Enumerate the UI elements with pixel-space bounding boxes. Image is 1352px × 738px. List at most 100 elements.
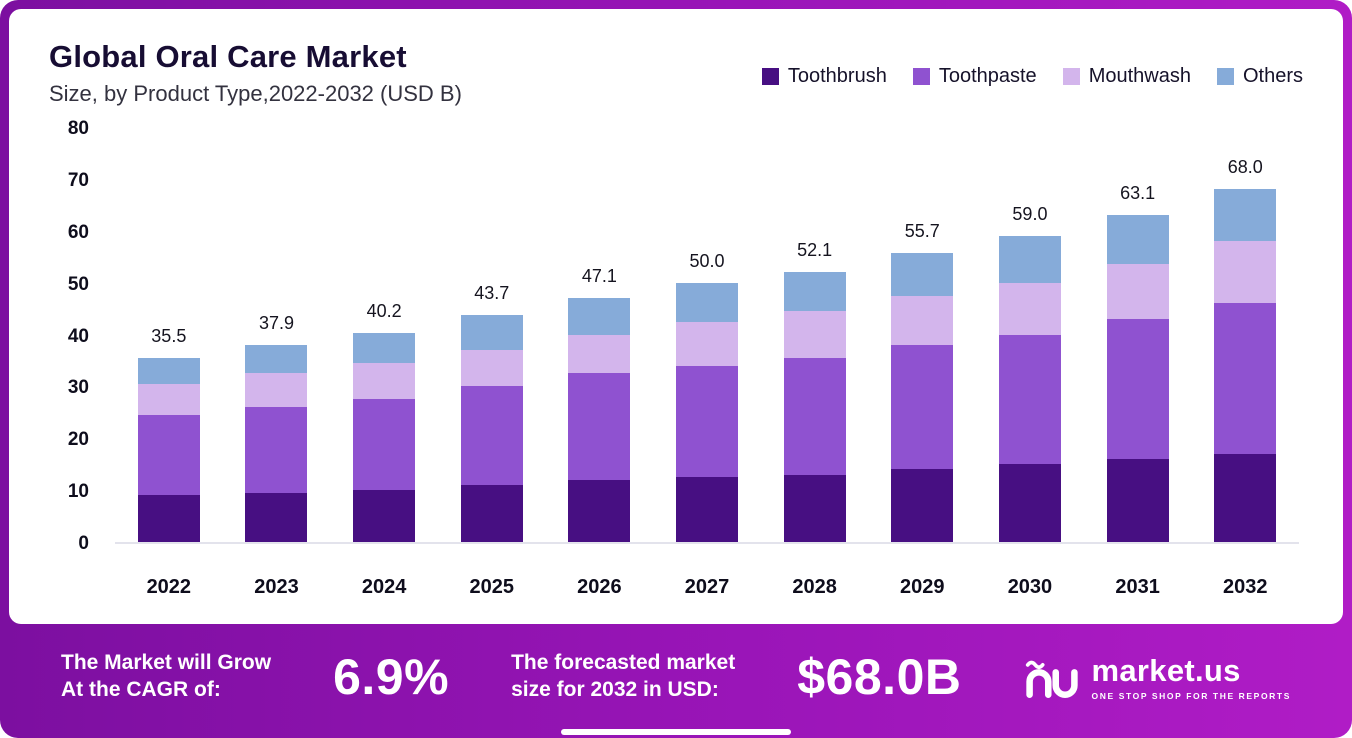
x-axis-label: 2026	[577, 576, 622, 598]
bar-segment-mouthwash	[1214, 241, 1277, 304]
bar-segment-toothpaste	[676, 365, 739, 478]
bar-segment-mouthwash	[783, 311, 846, 358]
bar-segment-toothbrush	[460, 484, 523, 542]
bar-stack	[137, 357, 200, 542]
chart-card: Global Oral Care Market Size, by Product…	[9, 9, 1343, 624]
legend-swatch-icon	[912, 68, 930, 85]
bar-segment-mouthwash	[245, 373, 308, 408]
y-tick-label: 40	[67, 325, 89, 347]
bar-segment-toothpaste	[245, 407, 308, 493]
x-axis-label: 2031	[1115, 576, 1160, 598]
x-axis-label: 2025	[469, 576, 514, 598]
bar-segment-mouthwash	[353, 363, 416, 400]
bar-segment-toothbrush	[137, 495, 200, 542]
bar-column: 55.7	[868, 129, 976, 542]
cagr-label-line2: At the CAGR of:	[61, 677, 221, 701]
bar-segment-toothbrush	[676, 477, 739, 542]
legend-item: Mouthwash	[1062, 65, 1191, 88]
bar-total-label: 68.0	[1227, 157, 1263, 178]
bar-segment-toothpaste	[998, 334, 1061, 465]
legend-label: Toothbrush	[787, 65, 887, 87]
bar-stack	[353, 333, 416, 542]
bar-segment-toothpaste	[1106, 318, 1169, 459]
bar-segment-mouthwash	[1106, 264, 1169, 319]
bar-total-label: 50.0	[689, 250, 725, 271]
x-axis-label: 2029	[900, 576, 945, 598]
bar-segment-toothpaste	[137, 414, 200, 496]
forecast-label: The forecasted market size for 2032 in U…	[511, 650, 735, 703]
bar-segment-mouthwash	[460, 350, 523, 387]
bar-column: 63.1	[1084, 129, 1192, 542]
chart-body: 0 10 20 30 40 50 60 70 80 35.5 37.9 40.2 43.7 47.1 50…	[49, 118, 1303, 599]
y-tick-label: 10	[67, 481, 89, 503]
bar-total-label: 63.1	[1120, 182, 1156, 203]
legend-swatch-icon	[1216, 68, 1234, 85]
legend-label: Toothpaste	[938, 65, 1037, 87]
chart-subtitle: Size, by Product Type,2022-2032 (USD B)	[49, 81, 462, 106]
forecast-value: $68.0B	[797, 648, 962, 705]
bar-segment-others	[460, 315, 523, 351]
y-axis: 0 10 20 30 40 50 60 70 80	[49, 118, 105, 554]
y-tick-label: 0	[78, 533, 89, 554]
bar-segment-toothpaste	[783, 357, 846, 475]
brand-text-block: market.us ONE STOP SHOP FOR THE REPORTS	[1092, 653, 1291, 701]
cagr-value: 6.9%	[333, 648, 450, 705]
bar-segment-toothbrush	[891, 469, 954, 542]
bar-segment-toothpaste	[891, 344, 954, 470]
legend-label: Mouthwash	[1088, 65, 1191, 87]
bar-segment-others	[891, 253, 954, 296]
chart-header: Global Oral Care Market Size, by Product…	[49, 39, 1303, 107]
bar-stack	[676, 282, 739, 542]
x-axis: 2022 2023 2024 2025 2026 2027 2028 2029 2030 2031…	[115, 557, 1299, 599]
x-axis-label: 2032	[1222, 576, 1268, 598]
y-tick-label: 20	[67, 429, 89, 451]
legend-item: Others	[1216, 65, 1303, 88]
legend-swatch-icon	[1062, 68, 1080, 85]
bar-segment-mouthwash	[568, 334, 631, 374]
bar-segment-others	[137, 357, 200, 384]
brand-name: market.us	[1091, 652, 1241, 688]
bar-segment-mouthwash	[891, 295, 954, 345]
bar-segment-others	[1106, 214, 1169, 265]
y-tick-label: 50	[67, 273, 89, 295]
bar-total-label: 47.1	[581, 265, 617, 286]
bar-segment-toothpaste	[1214, 303, 1277, 454]
market-us-logo-icon	[1025, 660, 1078, 698]
forecast-label-line1: The forecasted market	[511, 651, 736, 675]
cagr-label: The Market will Grow At the CAGR of:	[61, 650, 271, 703]
x-axis-label: 2022	[146, 576, 192, 598]
x-axis-label: 2023	[254, 576, 299, 598]
bar-segment-toothbrush	[783, 474, 846, 542]
x-axis-label: 2024	[361, 576, 407, 598]
bar-stack	[460, 315, 523, 542]
legend-item: Toothpaste	[912, 65, 1037, 88]
bar-column: 68.0	[1191, 129, 1299, 542]
bar-segment-toothbrush	[245, 492, 308, 542]
cagr-label-line1: The Market will Grow	[61, 651, 272, 675]
bar-segment-mouthwash	[676, 321, 739, 366]
bar-segment-toothbrush	[998, 464, 1061, 542]
bar-stack	[1214, 189, 1277, 542]
bar-segment-toothbrush	[568, 479, 631, 542]
title-block: Global Oral Care Market Size, by Product…	[49, 39, 462, 107]
bar-column: 47.1	[546, 129, 654, 542]
forecast-label-line2: size for 2032 in USD:	[511, 677, 719, 701]
brand-tagline: ONE STOP SHOP FOR THE REPORTS	[1091, 690, 1291, 701]
bar-segment-mouthwash	[998, 282, 1061, 335]
bar-segment-others	[1214, 189, 1277, 242]
legend-label: Others	[1242, 65, 1303, 87]
bar-column: 50.0	[653, 129, 761, 542]
bar-segment-others	[998, 235, 1061, 283]
bar-segment-toothbrush	[1106, 459, 1169, 542]
legend-swatch-icon	[761, 68, 779, 85]
y-tick-label: 80	[67, 118, 89, 139]
bar-segment-toothpaste	[460, 386, 523, 485]
legend-item: Toothbrush	[761, 65, 887, 88]
bar-stack	[891, 253, 954, 542]
plot-area: 35.5 37.9 40.2 43.7 47.1 50.0 52.1 55.7 59.0 63.1…	[115, 129, 1299, 544]
market-us-brand: market.us ONE STOP SHOP FOR THE REPORTS	[1024, 653, 1291, 701]
y-tick-label: 30	[67, 377, 89, 399]
bar-column: 40.2	[330, 129, 438, 542]
y-tick-label: 60	[67, 221, 89, 243]
bar-segment-toothpaste	[568, 373, 631, 480]
